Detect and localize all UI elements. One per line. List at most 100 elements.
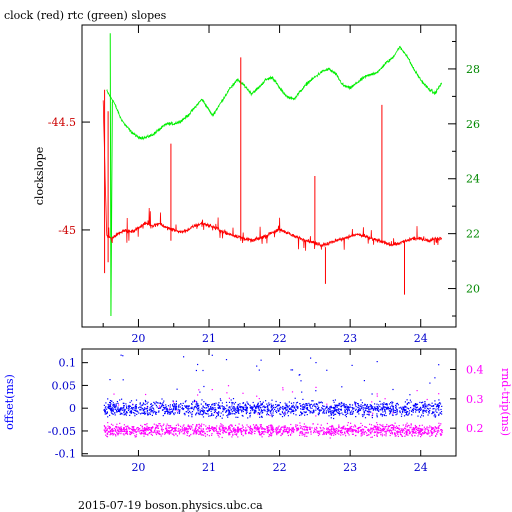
- rndtrip-point: [341, 429, 343, 431]
- offset-point: [328, 415, 330, 417]
- offset-point: [222, 407, 224, 409]
- offset-point: [134, 413, 136, 415]
- offset-point: [159, 402, 161, 404]
- rndtrip-point: [153, 430, 156, 432]
- offset-point: [136, 413, 138, 415]
- offset-point: [351, 413, 354, 415]
- offset-point: [142, 412, 144, 414]
- offset-point: [330, 405, 332, 407]
- rndtrip-point: [129, 428, 131, 430]
- offset-point: [140, 413, 142, 415]
- offset-point: [152, 410, 154, 412]
- offset-point: [142, 402, 144, 404]
- rndtrip-point: [380, 424, 382, 426]
- rndtrip-point: [229, 428, 231, 430]
- rndtrip-point: [230, 431, 233, 433]
- offset-point: [123, 405, 125, 407]
- offset-point: [341, 403, 343, 405]
- rndtrip-point: [295, 425, 297, 427]
- rndtrip-point: [308, 428, 311, 430]
- rndtrip-point: [250, 433, 252, 435]
- offset-point: [349, 403, 351, 406]
- offset-point: [104, 410, 106, 412]
- offset-point: [424, 404, 427, 406]
- rndtrip-point: [174, 427, 176, 429]
- offset-point: [153, 409, 155, 411]
- rndtrip-point: [228, 426, 230, 428]
- offset-point: [174, 406, 176, 408]
- rndtrip-point: [420, 430, 422, 432]
- offset-point: [362, 409, 364, 411]
- rndtrip-point: [340, 427, 343, 429]
- offset-point: [150, 408, 152, 410]
- rndtrip-point: [399, 430, 402, 432]
- offset-point: [264, 410, 266, 412]
- rndtrip-point: [226, 429, 228, 431]
- offset-point: [134, 415, 136, 417]
- offset-point: [178, 406, 180, 408]
- rndtrip-point: [171, 430, 173, 432]
- rndtrip-point: [239, 429, 241, 431]
- rndtrip-point: [303, 426, 305, 428]
- offset-point: [153, 401, 155, 403]
- rndtrip-point: [285, 428, 287, 430]
- offset-point: [372, 408, 374, 410]
- rndtrip-point: [148, 428, 150, 430]
- rndtrip-point: [368, 433, 370, 436]
- offset-point: [117, 402, 119, 404]
- offset-point: [222, 409, 224, 411]
- offset-point: [405, 409, 407, 411]
- offset-point: [104, 407, 106, 409]
- rndtrip-point: [435, 430, 437, 432]
- rndtrip-point: [371, 428, 373, 430]
- offset-point: [119, 409, 122, 411]
- rndtrip-point: [123, 434, 125, 436]
- rndtrip-y2-tick-label: 0.2: [466, 422, 484, 435]
- offset-point: [210, 408, 212, 410]
- rndtrip-point: [436, 430, 438, 432]
- offset-point: [107, 406, 109, 408]
- offset-point: [327, 407, 330, 410]
- rndtrip-point: [307, 432, 309, 434]
- offset-point: [376, 409, 378, 411]
- offset-point: [201, 410, 204, 413]
- offset-point: [144, 408, 146, 410]
- rndtrip-point: [336, 432, 338, 434]
- offset-point: [117, 406, 119, 408]
- offset-point: [425, 411, 428, 413]
- offset-point: [275, 410, 277, 412]
- rndtrip-point: [107, 430, 110, 433]
- rndtrip-point: [422, 432, 424, 434]
- rndtrip-point: [355, 434, 357, 437]
- offset-point: [431, 413, 433, 415]
- rndtrip-point: [232, 430, 235, 432]
- rndtrip-point: [196, 432, 198, 434]
- rndtrip-point: [376, 435, 378, 437]
- offset-point: [338, 408, 340, 410]
- rndtrip-point: [189, 428, 192, 430]
- rndtrip-point: [406, 422, 408, 424]
- rndtrip-point: [245, 430, 247, 433]
- rndtrip-point: [109, 426, 111, 428]
- offset-point: [369, 410, 371, 412]
- rndtrip-point: [331, 427, 333, 429]
- offset-point: [219, 407, 221, 409]
- rndtrip-point: [284, 426, 286, 428]
- rndtrip-point: [119, 428, 121, 431]
- offset-point: [185, 406, 187, 408]
- rndtrip-point: [323, 428, 325, 430]
- rndtrip-point: [325, 432, 327, 434]
- offset-point: [174, 404, 176, 406]
- rndtrip-point: [213, 430, 215, 432]
- offset-point: [385, 406, 387, 408]
- rndtrip-point: [116, 432, 118, 434]
- rndtrip-point: [203, 424, 205, 426]
- rndtrip-point: [137, 430, 139, 433]
- rndtrip-point: [431, 434, 433, 436]
- rndtrip-point: [361, 434, 363, 436]
- rndtrip-point: [324, 432, 326, 434]
- rndtrip-point: [181, 427, 183, 429]
- rndtrip-point: [329, 437, 331, 439]
- rndtrip-point: [378, 431, 380, 433]
- offset-point: [303, 406, 305, 408]
